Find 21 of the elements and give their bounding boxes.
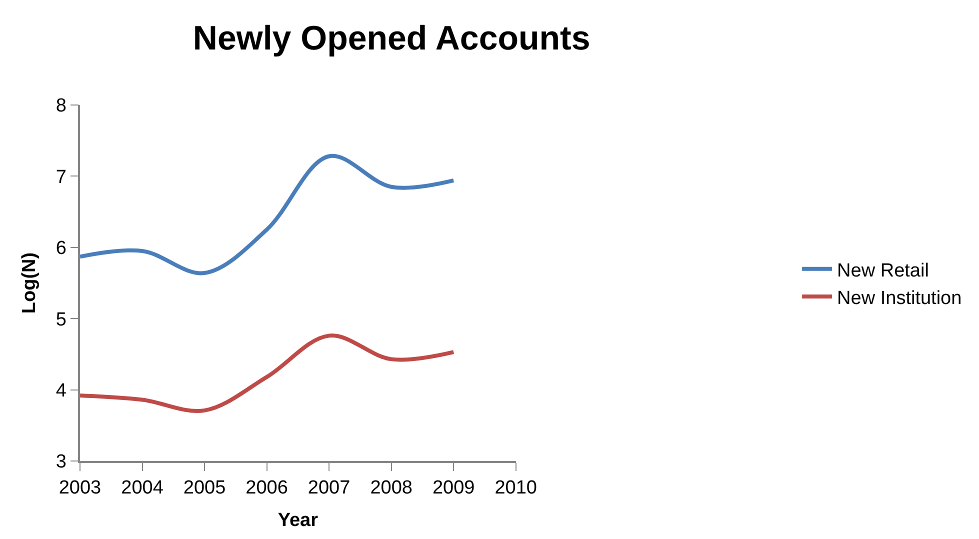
y-tick-label: 8 bbox=[56, 96, 66, 117]
chart-title: Newly Opened Accounts bbox=[192, 20, 590, 58]
y-tick-label: 7 bbox=[56, 166, 66, 188]
x-tick-label: 2006 bbox=[246, 478, 288, 499]
x-axis-title: Year bbox=[278, 510, 319, 531]
y-tick-label: 5 bbox=[56, 309, 66, 330]
line-series bbox=[80, 334, 456, 413]
line-series bbox=[80, 154, 456, 276]
x-tick-label: 2003 bbox=[58, 478, 102, 499]
y-tick-label: 6 bbox=[56, 238, 66, 260]
y-axis-title: Log(N) bbox=[19, 252, 40, 314]
x-tick-label: 2008 bbox=[370, 478, 412, 499]
x-tick-label: 2004 bbox=[121, 478, 164, 499]
y-tick-label: 4 bbox=[56, 380, 67, 402]
x-tick-label: 2009 bbox=[432, 478, 475, 499]
x-tick-label: 2005 bbox=[183, 478, 226, 499]
legend-label: New Retail bbox=[837, 260, 929, 282]
legend-label: New Institution bbox=[837, 288, 962, 309]
x-tick-label: 2007 bbox=[308, 478, 350, 499]
x-tick-label: 2010 bbox=[494, 478, 537, 499]
y-tick-label: 3 bbox=[56, 452, 66, 473]
